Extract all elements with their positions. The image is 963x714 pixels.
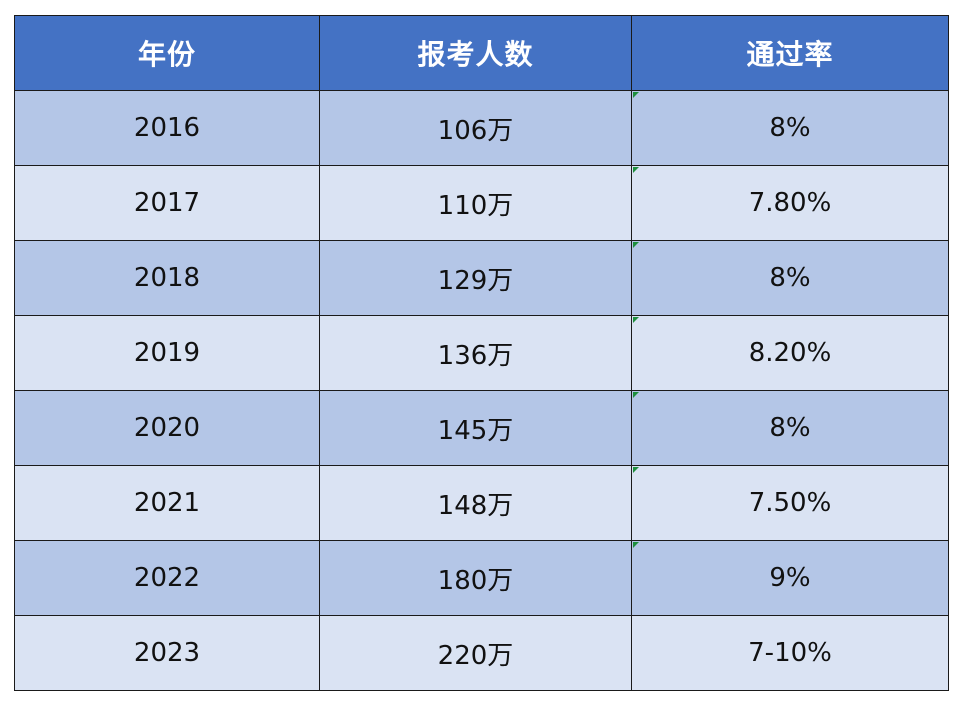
cell-pass-rate-value: 8%: [769, 113, 811, 143]
header-applicants: 报考人数: [319, 15, 632, 91]
green-corner-marker-icon: [633, 392, 639, 398]
cell-pass-rate: 7.50%: [631, 465, 949, 541]
cell-pass-rate-value: 8%: [769, 413, 811, 443]
cell-applicants: 110万: [319, 165, 632, 241]
cell-year: 2021: [14, 465, 320, 541]
green-corner-marker-icon: [633, 542, 639, 548]
header-pass-rate: 通过率: [631, 15, 949, 91]
cell-applicants: 129万: [319, 240, 632, 316]
header-year: 年份: [14, 15, 320, 91]
cell-pass-rate-value: 8%: [769, 263, 811, 293]
cell-pass-rate: 8%: [631, 390, 949, 466]
cell-year: 2016: [14, 90, 320, 166]
table-row: 2019 136万 8.20%: [14, 315, 949, 391]
cell-applicants: 148万: [319, 465, 632, 541]
cell-pass-rate: 8.20%: [631, 315, 949, 391]
cell-pass-rate-value: 9%: [769, 563, 811, 593]
green-corner-marker-icon: [633, 92, 639, 98]
table-row: 2023 220万 7-10%: [14, 615, 949, 691]
green-corner-marker-icon: [633, 167, 639, 173]
cell-applicants: 220万: [319, 615, 632, 691]
cell-pass-rate-value: 7.80%: [748, 188, 832, 218]
table-row: 2016 106万 8%: [14, 90, 949, 166]
table-row: 2022 180万 9%: [14, 540, 949, 616]
cell-pass-rate-value: 7-10%: [748, 638, 832, 668]
cell-pass-rate: 9%: [631, 540, 949, 616]
data-table: 年份 报考人数 通过率 2016 106万 8% 2017 110万 7.80%…: [14, 15, 949, 691]
cell-applicants: 180万: [319, 540, 632, 616]
cell-pass-rate: 7.80%: [631, 165, 949, 241]
cell-pass-rate-value: 8.20%: [748, 338, 832, 368]
table-header: 年份 报考人数 通过率: [14, 15, 949, 91]
cell-pass-rate: 7-10%: [631, 615, 949, 691]
table-row: 2021 148万 7.50%: [14, 465, 949, 541]
table-row: 2020 145万 8%: [14, 390, 949, 466]
cell-year: 2022: [14, 540, 320, 616]
cell-year: 2023: [14, 615, 320, 691]
cell-year: 2017: [14, 165, 320, 241]
cell-applicants: 136万: [319, 315, 632, 391]
cell-year: 2019: [14, 315, 320, 391]
header-row: 年份 报考人数 通过率: [14, 15, 949, 91]
cell-year: 2018: [14, 240, 320, 316]
cell-year: 2020: [14, 390, 320, 466]
cell-applicants: 145万: [319, 390, 632, 466]
cell-pass-rate: 8%: [631, 240, 949, 316]
table-row: 2017 110万 7.80%: [14, 165, 949, 241]
cell-pass-rate: 8%: [631, 90, 949, 166]
green-corner-marker-icon: [633, 317, 639, 323]
table-row: 2018 129万 8%: [14, 240, 949, 316]
cell-pass-rate-value: 7.50%: [748, 488, 832, 518]
green-corner-marker-icon: [633, 467, 639, 473]
cell-applicants: 106万: [319, 90, 632, 166]
table-body: 2016 106万 8% 2017 110万 7.80% 2018 129万 8…: [14, 90, 949, 691]
green-corner-marker-icon: [633, 242, 639, 248]
